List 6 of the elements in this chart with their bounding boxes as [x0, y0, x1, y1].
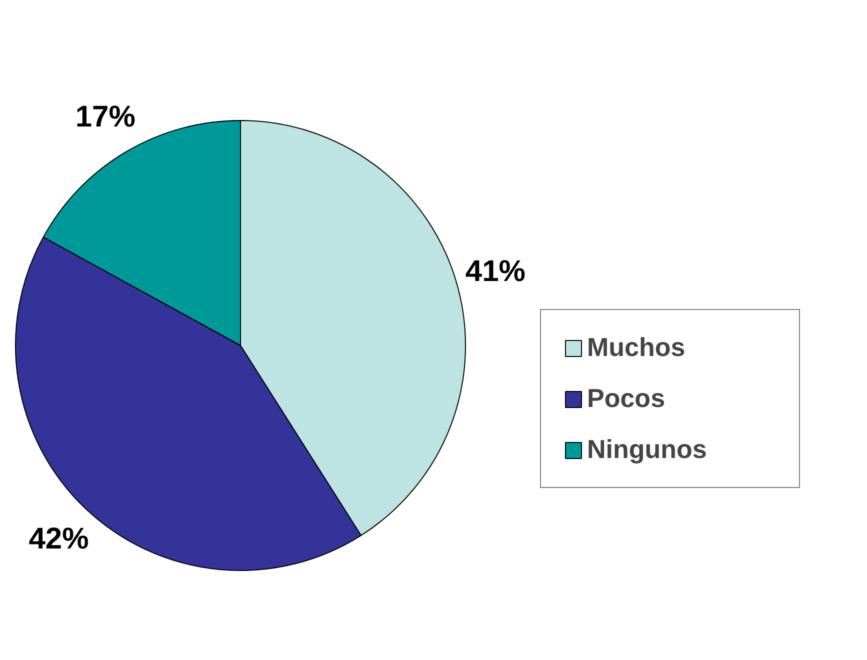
legend-label: Ningunos: [587, 434, 708, 465]
data-label: 41%: [465, 254, 526, 288]
legend-label: Muchos: [587, 332, 686, 363]
legend-label: Pocos: [587, 383, 666, 414]
data-label: 42%: [28, 522, 89, 556]
data-label: 17%: [75, 100, 136, 134]
